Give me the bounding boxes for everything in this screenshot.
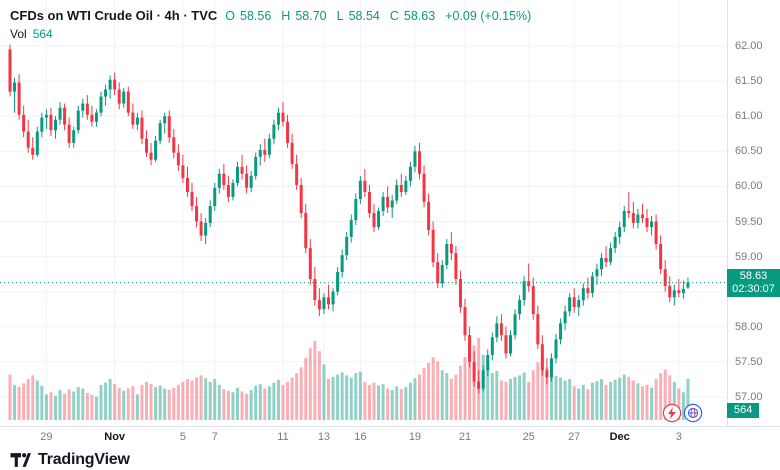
lightning-icon[interactable]: [664, 405, 680, 421]
time-tick-label: 29: [40, 431, 53, 443]
price-tick-label: 60.00: [735, 180, 763, 193]
price-tick-label: 61.50: [735, 75, 763, 88]
volume-value: 564: [32, 27, 53, 41]
time-tick-label: 27: [568, 431, 581, 443]
price-tick-label: 62.00: [735, 40, 763, 52]
time-tick-label: 16: [354, 431, 367, 443]
time-tick-label: Dec: [609, 431, 630, 443]
time-tick-label: 13: [317, 431, 331, 443]
time-tick-label: 3: [675, 431, 682, 443]
brand-name: TradingView: [38, 451, 130, 468]
time-tick-label: 25: [522, 431, 535, 443]
price-tick-label: 59.00: [735, 250, 763, 263]
bar-countdown: 02:30:07: [732, 282, 775, 295]
time-tick-label: 19: [408, 431, 422, 443]
ohlc-values: O 58.56 H 58.70 L 58.54 C 58.63 +0.09 (+0.15%): [225, 9, 532, 23]
volume-axis-badge: 564: [727, 403, 760, 418]
time-tick-label: Nov: [104, 431, 126, 443]
plot-corner-icons: [664, 405, 701, 421]
last-price-badge: 58.63 02:30:07: [727, 268, 780, 297]
change-value: +0.09 (+0.15%): [445, 9, 532, 23]
price-tick-label: 57.00: [735, 391, 763, 403]
tradingview-brand[interactable]: TradingView: [10, 450, 130, 470]
chart-legend: CFDs on WTI Crude Oil · 4h · TVC O 58.56 H 5…: [10, 8, 536, 41]
price-tick-label: 59.50: [735, 215, 763, 228]
volume-layer: [8, 338, 690, 420]
symbol-title[interactable]: CFDs on WTI Crude Oil · 4h · TVC: [10, 8, 218, 23]
time-tick-label: 11: [277, 431, 289, 443]
grid-layer: [0, 0, 726, 425]
candles-layer: [8, 44, 690, 394]
price-tick-label: 60.50: [735, 145, 763, 158]
globe-icon[interactable]: [685, 405, 701, 421]
time-tick-label: 21: [458, 431, 472, 443]
volume-label[interactable]: Vol: [10, 27, 27, 41]
time-tick-label: 5: [179, 431, 186, 443]
price-tick-label: 57.50: [735, 355, 763, 368]
time-tick-label: 7: [211, 431, 218, 443]
time-axis[interactable]: 29 Nov 5 7 11 13 16 19 21 25 27 Dec 3: [0, 426, 780, 449]
price-tick-label: 58.00: [735, 320, 763, 333]
price-tick-label: 61.00: [735, 110, 763, 123]
tradingview-logo-icon: [10, 453, 31, 467]
price-axis[interactable]: 62.00 61.50 61.00 60.50 60.00 59.50 59.00 58.00…: [727, 0, 780, 426]
last-price-value: 58.63: [739, 269, 768, 282]
